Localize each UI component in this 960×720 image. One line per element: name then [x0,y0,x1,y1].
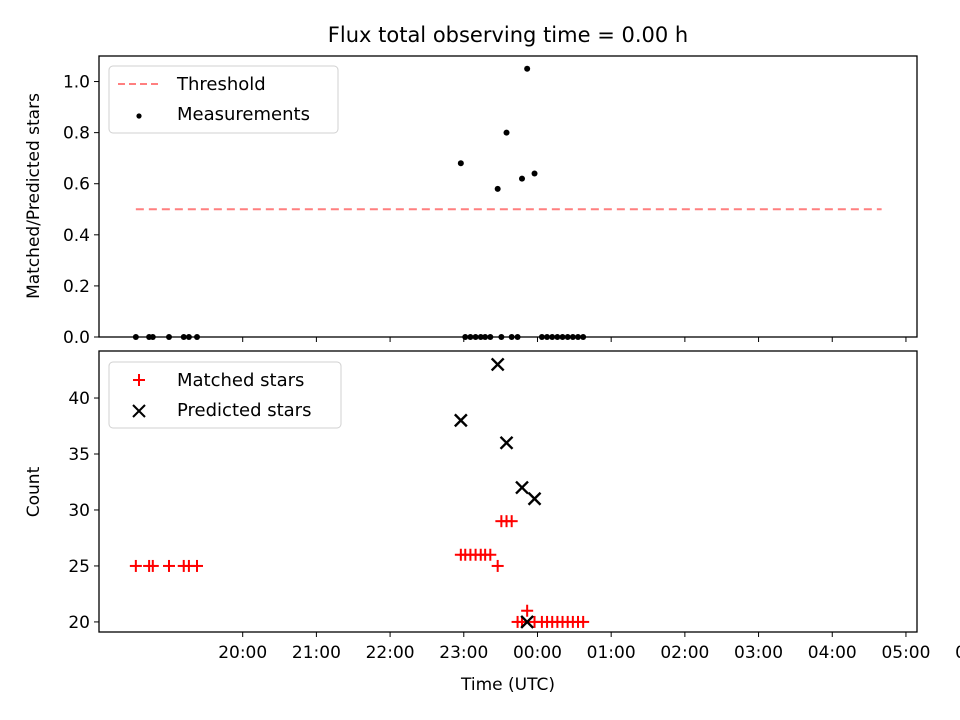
predicted-point [527,491,542,506]
matched-point [163,559,176,572]
measurement-point [503,129,510,136]
y-tick-label: 20 [68,613,90,633]
matched-point [505,515,518,528]
legend-predicted-label: Predicted stars [177,400,311,421]
matched-point [129,559,142,572]
bottom-panel: 20 25 30 35 40 20:00 21:00 22:00 23:00 00:00 01:0… [24,350,960,663]
x-tick-label: 00:00 [513,643,562,663]
y-tick-label: 0.0 [63,328,90,348]
top-legend-box [108,65,339,134]
top-panel: 0.0 0.2 0.4 0.6 0.8 1.0 Matched/Predicted sta… [24,55,918,348]
y-tick-label: 0.4 [63,226,90,246]
bottom-y-axis-label: Count [24,466,44,517]
predicted-point [490,357,505,372]
bottom-panel-marks [129,357,590,629]
matched-point [146,559,159,572]
top-legend: Threshold Measurements [108,65,339,134]
y-tick-label: 0.2 [63,277,90,297]
measurement-point [494,185,501,192]
y-tick-label: 0.6 [63,175,90,195]
bottom-panel-frame [98,350,918,633]
x-tick-label: 05:00 [881,643,930,663]
legend-matched-label: Matched stars [177,370,304,391]
x-tick-label: 06:00 [955,643,960,663]
measurement-point [524,65,531,72]
legend-threshold-label: Threshold [176,74,266,95]
x-tick-label: 20:00 [218,643,267,663]
x-tick-label: 23:00 [439,643,488,663]
matched-point [577,615,590,628]
predicted-point [520,615,535,629]
y-tick-label: 0.8 [63,124,90,144]
y-tick-label: 35 [68,445,90,465]
legend-predicted-swatch [132,404,146,418]
x-tick-label: 22:00 [366,643,415,663]
top-panel-y-ticks: 0.0 0.2 0.4 0.6 0.8 1.0 [63,73,99,348]
measurement-point [457,160,464,167]
legend-measurements-label: Measurements [177,104,310,125]
x-tick-label: 01:00 [587,643,636,663]
top-panel-x-ticks [242,337,907,342]
x-axis-label: Time (UTC) [460,675,555,695]
top-panel-frame [98,55,918,338]
legend-matched-swatch [133,374,145,386]
y-tick-label: 30 [68,501,90,521]
predicted-point [453,413,468,428]
matched-point [521,604,534,617]
matched-point [491,559,504,572]
matched-point [484,548,497,561]
measurement-point [519,175,526,182]
top-y-axis-label: Matched/Predicted stars [24,93,44,299]
bottom-legend: Matched stars Predicted stars [108,361,342,429]
predicted-point [499,435,514,450]
y-tick-label: 25 [68,557,90,577]
x-tick-label: 02:00 [660,643,709,663]
predicted-point [515,480,529,495]
bottom-panel-x-ticks: 20:00 21:00 22:00 23:00 00:00 01:00 02:00 03:00… [218,632,960,663]
matched-point [191,559,204,572]
bottom-panel-y-ticks: 20 25 30 35 40 [68,389,99,633]
bottom-legend-box [108,361,342,429]
x-tick-label: 21:00 [292,643,341,663]
y-tick-label: 1.0 [63,73,90,93]
y-tick-label: 40 [68,389,90,409]
chart-title: Flux total observing time = 0.00 h [328,23,688,47]
x-tick-label: 04:00 [808,643,857,663]
legend-measurements-swatch [136,113,142,119]
measurement-point [531,170,538,177]
x-tick-label: 03:00 [734,643,783,663]
